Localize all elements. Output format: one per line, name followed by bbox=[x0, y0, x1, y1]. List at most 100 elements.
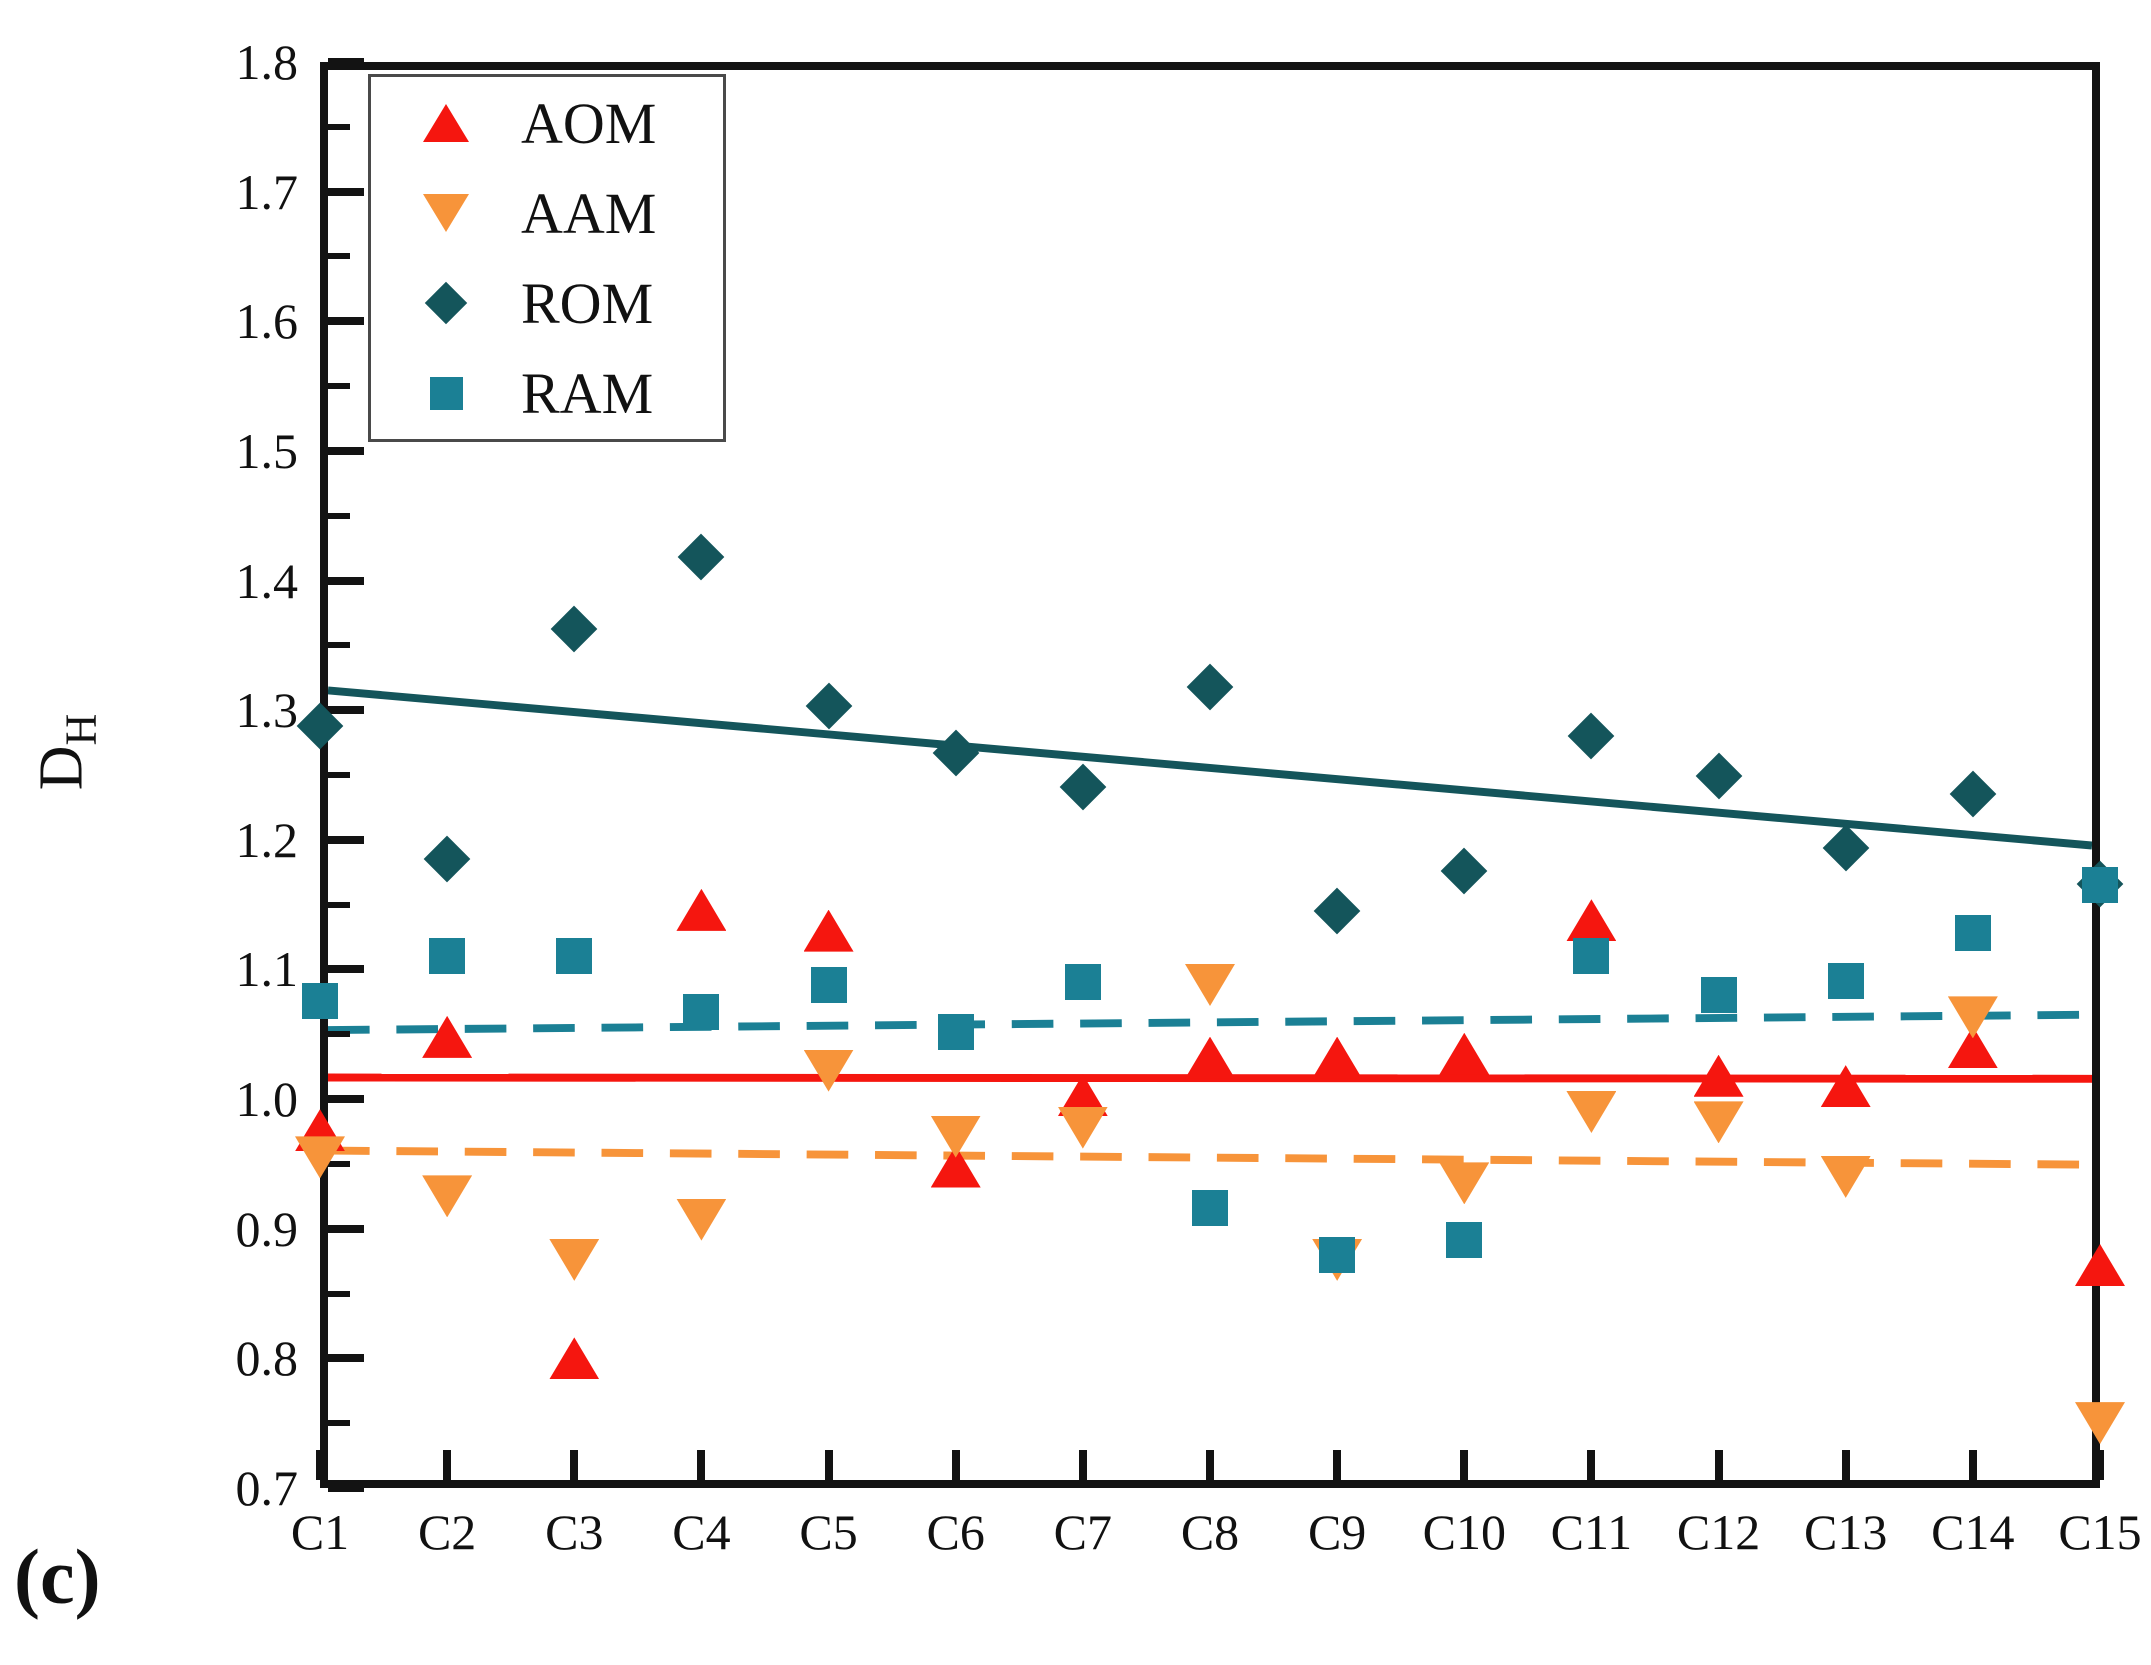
y-major-tick bbox=[328, 1224, 364, 1233]
x-major-tick bbox=[951, 1450, 960, 1480]
x-major-tick bbox=[1333, 1450, 1342, 1480]
x-major-tick bbox=[2096, 1450, 2104, 1480]
y-axis-title-subscript: H bbox=[56, 713, 106, 746]
y-minor-tick bbox=[328, 642, 350, 649]
x-tick-label: C8 bbox=[1180, 1504, 1240, 1560]
y-minor-tick bbox=[328, 512, 350, 519]
x-tick-label: C1 bbox=[290, 1504, 350, 1560]
y-major-tick bbox=[328, 706, 364, 715]
x-tick-label: C3 bbox=[545, 1504, 604, 1560]
y-minor-tick bbox=[328, 123, 350, 130]
y-major-tick bbox=[328, 1354, 364, 1363]
x-tick-label: C13 bbox=[1804, 1504, 1888, 1560]
figure-panel-label: (c) bbox=[14, 1533, 101, 1620]
x-tick-label: C9 bbox=[1307, 1504, 1367, 1560]
marker-ram-c2 bbox=[429, 938, 466, 975]
y-tick-label: 1.0 bbox=[235, 1071, 299, 1128]
legend-item-aam: AAM bbox=[371, 169, 723, 257]
legend-diamond-icon bbox=[424, 281, 468, 325]
y-tick-label: 1.8 bbox=[235, 34, 299, 90]
y-axis-title: DH bbox=[26, 714, 106, 791]
y-minor-tick bbox=[328, 1160, 350, 1167]
x-major-tick bbox=[1078, 1450, 1087, 1480]
marker-ram-c10 bbox=[1446, 1222, 1483, 1259]
legend-box: AOM AAM ROM RAM bbox=[368, 74, 726, 442]
y-major-tick bbox=[328, 576, 364, 585]
legend-marker-cell bbox=[371, 104, 521, 142]
marker-ram-c7 bbox=[1064, 964, 1101, 1001]
y-minor-tick bbox=[328, 772, 350, 778]
y-minor-tick bbox=[328, 901, 350, 908]
x-major-tick bbox=[1206, 1450, 1214, 1480]
marker-ram-c9 bbox=[1319, 1236, 1356, 1273]
legend-marker-cell bbox=[371, 281, 521, 325]
marker-ram-c12 bbox=[1700, 977, 1737, 1014]
y-axis-title-base: D bbox=[27, 745, 96, 791]
x-tick-label: C12 bbox=[1676, 1504, 1761, 1560]
plot-area bbox=[295, 58, 2125, 1492]
y-minor-tick bbox=[328, 253, 350, 260]
y-tick-label: 0.8 bbox=[235, 1330, 299, 1387]
y-tick-label: 1.5 bbox=[235, 422, 299, 479]
x-tick-label: C5 bbox=[799, 1504, 858, 1560]
y-major-tick bbox=[328, 835, 364, 844]
y-minor-tick bbox=[328, 1031, 350, 1038]
legend-label-rom: ROM bbox=[521, 270, 654, 336]
trend-line-aam bbox=[328, 1146, 2092, 1169]
x-major-tick bbox=[824, 1450, 833, 1480]
y-minor-tick bbox=[328, 383, 350, 390]
legend-triangle-down-icon bbox=[423, 194, 469, 232]
y-major-tick bbox=[328, 446, 364, 455]
y-tick-label: 1.3 bbox=[235, 682, 299, 739]
y-minor-tick bbox=[328, 1420, 350, 1427]
y-tick-label: 1.1 bbox=[235, 941, 299, 998]
x-tick-label: C15 bbox=[2058, 1504, 2142, 1560]
x-tick-label: C2 bbox=[417, 1504, 477, 1560]
y-major-tick bbox=[328, 317, 364, 326]
legend-item-aom: AOM bbox=[371, 79, 723, 167]
x-major-tick bbox=[1714, 1450, 1723, 1480]
legend-label-aam: AAM bbox=[521, 180, 657, 246]
x-major-tick bbox=[1968, 1450, 1977, 1480]
marker-ram-c1 bbox=[302, 982, 338, 1019]
x-tick-label: C14 bbox=[1931, 1504, 2015, 1560]
y-major-tick bbox=[328, 187, 364, 196]
x-major-tick bbox=[443, 1450, 452, 1480]
legend-triangle-up-icon bbox=[423, 104, 469, 142]
y-major-tick bbox=[328, 58, 364, 66]
y-minor-tick bbox=[328, 1290, 350, 1297]
legend-item-ram: RAM bbox=[371, 349, 723, 437]
marker-ram-c6 bbox=[937, 1013, 974, 1050]
y-tick-label: 0.9 bbox=[235, 1200, 299, 1257]
marker-ram-c14 bbox=[1954, 915, 1991, 952]
y-tick-label: 1.2 bbox=[235, 811, 299, 868]
x-tick-label: C11 bbox=[1550, 1504, 1633, 1560]
x-tick-label: C10 bbox=[1422, 1504, 1506, 1560]
marker-ram-c15 bbox=[2082, 867, 2118, 904]
legend-square-icon bbox=[429, 376, 463, 410]
legend-item-rom: ROM bbox=[371, 259, 723, 347]
x-tick-label: C6 bbox=[926, 1504, 985, 1560]
legend-marker-cell bbox=[371, 376, 521, 410]
legend-marker-cell bbox=[371, 194, 521, 232]
x-major-tick bbox=[570, 1450, 579, 1480]
marker-ram-c4 bbox=[683, 994, 720, 1031]
marker-ram-c13 bbox=[1827, 963, 1864, 1000]
x-major-tick bbox=[1587, 1450, 1596, 1480]
trend-line-rom bbox=[328, 686, 2092, 850]
x-major-tick bbox=[1841, 1450, 1850, 1480]
x-tick-label: C7 bbox=[1053, 1504, 1113, 1560]
y-tick-label: 0.7 bbox=[235, 1460, 299, 1516]
legend-label-aom: AOM bbox=[521, 90, 657, 156]
y-tick-label: 1.7 bbox=[235, 163, 299, 220]
x-tick-label: C4 bbox=[672, 1504, 731, 1560]
y-tick-label: 1.4 bbox=[235, 552, 299, 609]
marker-ram-c5 bbox=[810, 967, 847, 1003]
marker-ram-c11 bbox=[1573, 938, 1610, 975]
y-major-tick bbox=[328, 1484, 364, 1492]
trend-line-ram bbox=[328, 1010, 2092, 1035]
legend-label-ram: RAM bbox=[521, 360, 654, 426]
x-major-tick bbox=[1460, 1450, 1469, 1480]
marker-ram-c3 bbox=[556, 938, 593, 975]
